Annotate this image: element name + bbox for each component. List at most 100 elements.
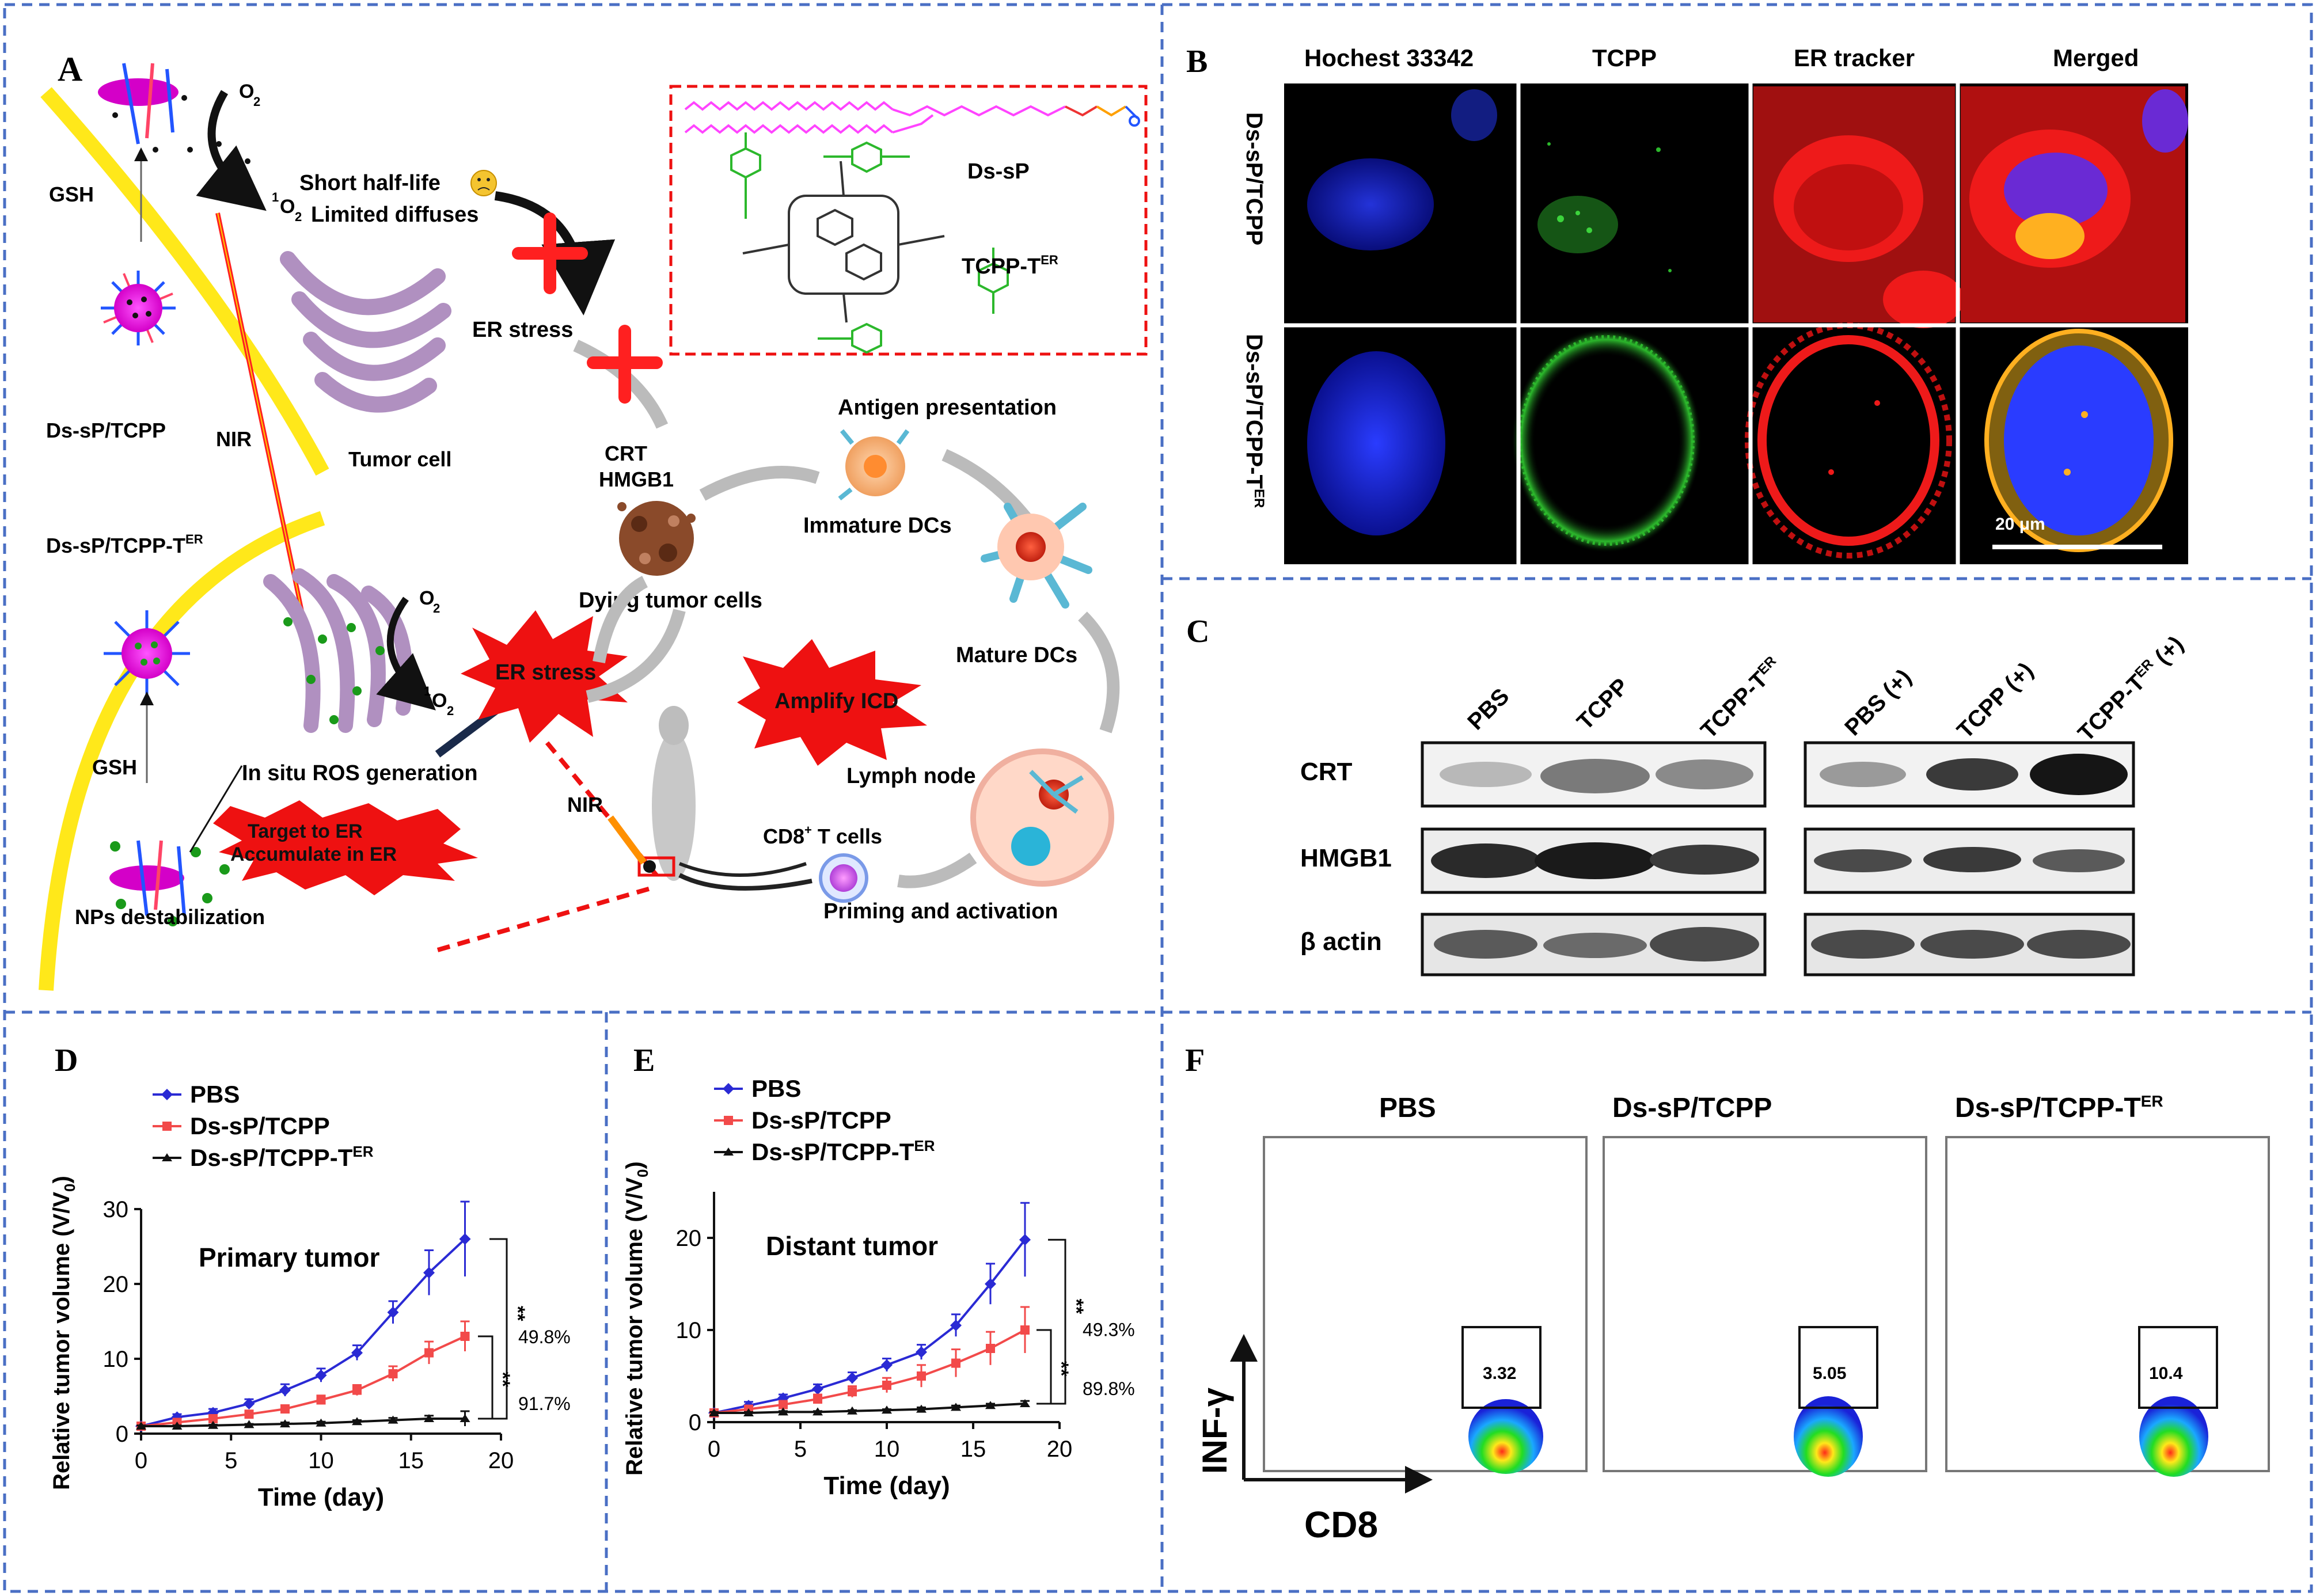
data-point (388, 1415, 398, 1424)
data-point (423, 1267, 435, 1279)
data-point (279, 1384, 291, 1396)
data-point (424, 1414, 434, 1422)
legend-label-1: Ds-sP/TCPP (190, 1112, 330, 1139)
o2-label-top-sub: 2 (253, 94, 260, 109)
nir-label-top: NIR (216, 427, 252, 451)
immature-dcs-label: Immature DCs (803, 514, 952, 538)
micelle-fragment-top (98, 63, 193, 153)
hmgb1-label-a: HMGB1 (599, 468, 674, 491)
ds-sp-tcpp-ter-label: Ds-sP/TCPP-TER (46, 532, 203, 557)
data-point (847, 1406, 857, 1415)
legend-marker (162, 1122, 172, 1131)
reduction-percent-2: 91.7% (518, 1393, 571, 1414)
lymph-node-icon (970, 748, 1114, 887)
data-point (424, 1348, 434, 1358)
x-tick-label: 15 (398, 1448, 424, 1473)
inset-tcpp-ter-label: TCPP-TER (962, 253, 1058, 279)
flow-title-ds-sp-tcpp: Ds-sP/TCPP (1612, 1093, 1772, 1123)
amplify-icd-label: Amplify ICD (774, 689, 898, 713)
target-to-er-label: Target to ER (248, 820, 363, 842)
reduction-percent-1: 49.8% (518, 1327, 571, 1347)
gate-box-ds-sp-tcpp-ter (2138, 1326, 2218, 1409)
legend-label-0: PBS (190, 1081, 240, 1108)
panel-b: B Hochest 33342 TCPP ER tracker Merged D… (1186, 44, 2188, 564)
data-point (280, 1419, 290, 1428)
lane-tcpp-ter-plus-label: TCPP-TER (+) (2073, 631, 2188, 746)
gate-value-ds-sp-tcpp: 5.05 (1813, 1364, 1846, 1383)
x-axis-label: Time (day) (258, 1483, 384, 1511)
arrow-o2-singlet-top (196, 90, 267, 211)
panel-a: A O 2 1 O 2 Short half-life Limited diff… (39, 50, 1148, 991)
data-point (1019, 1234, 1031, 1246)
lane-tcpp-plus-label: TCPP (+) (1952, 658, 2038, 743)
y-tick-label: 0 (689, 1410, 701, 1435)
y-axis-label: Relative tumor volume (V/V0) (622, 1161, 651, 1476)
lymph-node-label: Lymph node (846, 764, 975, 788)
significance-stars-inner: ** (1050, 1361, 1072, 1377)
data-point (1020, 1399, 1030, 1407)
x-tick-label: 10 (874, 1437, 900, 1462)
arrow-gray-5 (593, 576, 648, 663)
row-ds-sp-tcpp-ter-label: Ds-sP/TCPP-TER (1241, 334, 1267, 508)
mature-dcs-label: Mature DCs (956, 643, 1077, 667)
row-ds-sp-tcpp-label: Ds-sP/TCPP (1241, 112, 1267, 245)
micrograph-r2-merged (1984, 329, 2173, 552)
er-stress-label-top: ER stress (472, 318, 573, 342)
flow-x-axis-label: CD8 (1304, 1504, 1378, 1545)
arrow-o2-singlet-mid (376, 596, 436, 710)
antigen-presentation-label: Antigen presentation (838, 396, 1057, 420)
y-tick-label: 10 (676, 1318, 702, 1343)
legend-label-2: Ds-sP/TCPP-TER (190, 1143, 374, 1171)
micrograph-r2-tcpp (1512, 328, 1702, 553)
panel-borders (3, 3, 2313, 1593)
lipid-tail-structure (684, 101, 1066, 134)
sad-face-icon (470, 170, 497, 196)
singlet-mid-sub: 2 (447, 704, 454, 718)
limited-diffuses-label: Limited diffuses (311, 203, 479, 227)
data-point (172, 1422, 183, 1430)
data-point (352, 1417, 362, 1426)
panel-d-letter: D (55, 1043, 78, 1078)
cell-membrane-bottom (39, 511, 325, 991)
endoplasmic-reticulum (263, 568, 413, 733)
significance-stars-outer: ** (1065, 1299, 1087, 1314)
legend-marker (723, 1083, 734, 1095)
series-line-2 (714, 1403, 1026, 1414)
legend-marker (723, 1147, 734, 1156)
data-point (280, 1404, 290, 1414)
data-point (1020, 1325, 1030, 1335)
arrow-gray-4 (897, 853, 977, 888)
significance-bracket-outer (489, 1238, 508, 1420)
tumor-cell-label: Tumor cell (348, 447, 451, 471)
data-point (460, 1414, 470, 1422)
linker-structure (1065, 105, 1140, 127)
data-point (916, 1404, 927, 1413)
chart-title: Distant tumor (766, 1231, 938, 1261)
dying-tumor-cell-icon (617, 501, 696, 576)
significance-bracket-outer (1048, 1238, 1066, 1405)
er-stress-burst-label: ER stress (495, 660, 596, 685)
blot-hmgb1-right (1804, 827, 2135, 894)
gate-box-pbs (1461, 1326, 1542, 1409)
data-point (848, 1387, 857, 1397)
gate-value-pbs: 3.32 (1483, 1364, 1516, 1383)
significance-bracket-inner (1036, 1329, 1052, 1405)
arrow-gray-2 (941, 449, 1036, 528)
blot-crt-left (1421, 741, 1767, 808)
crt-label-a: CRT (605, 442, 647, 465)
singlet-mid: O (432, 690, 447, 712)
x-tick-label: 20 (488, 1448, 514, 1473)
micrograph-r1-hoechst (1307, 89, 1497, 250)
golgi-apparatus (280, 251, 451, 413)
immature-dc-icon (838, 429, 910, 501)
micelle-fragment-bottom (109, 840, 230, 926)
arrow-gray-1 (699, 466, 820, 501)
data-point (315, 1369, 327, 1381)
er-targeting-groups (730, 132, 1009, 354)
data-point (812, 1383, 823, 1395)
significance-stars-outer: ** (507, 1306, 529, 1321)
panel-f: F PBS Ds-sP/TCPP Ds-sP/TCPP-TER 3.32 5.0… (1185, 1043, 2270, 1545)
nir-label-mouse: NIR (567, 793, 603, 816)
data-point (352, 1385, 362, 1395)
data-point (743, 1408, 754, 1416)
